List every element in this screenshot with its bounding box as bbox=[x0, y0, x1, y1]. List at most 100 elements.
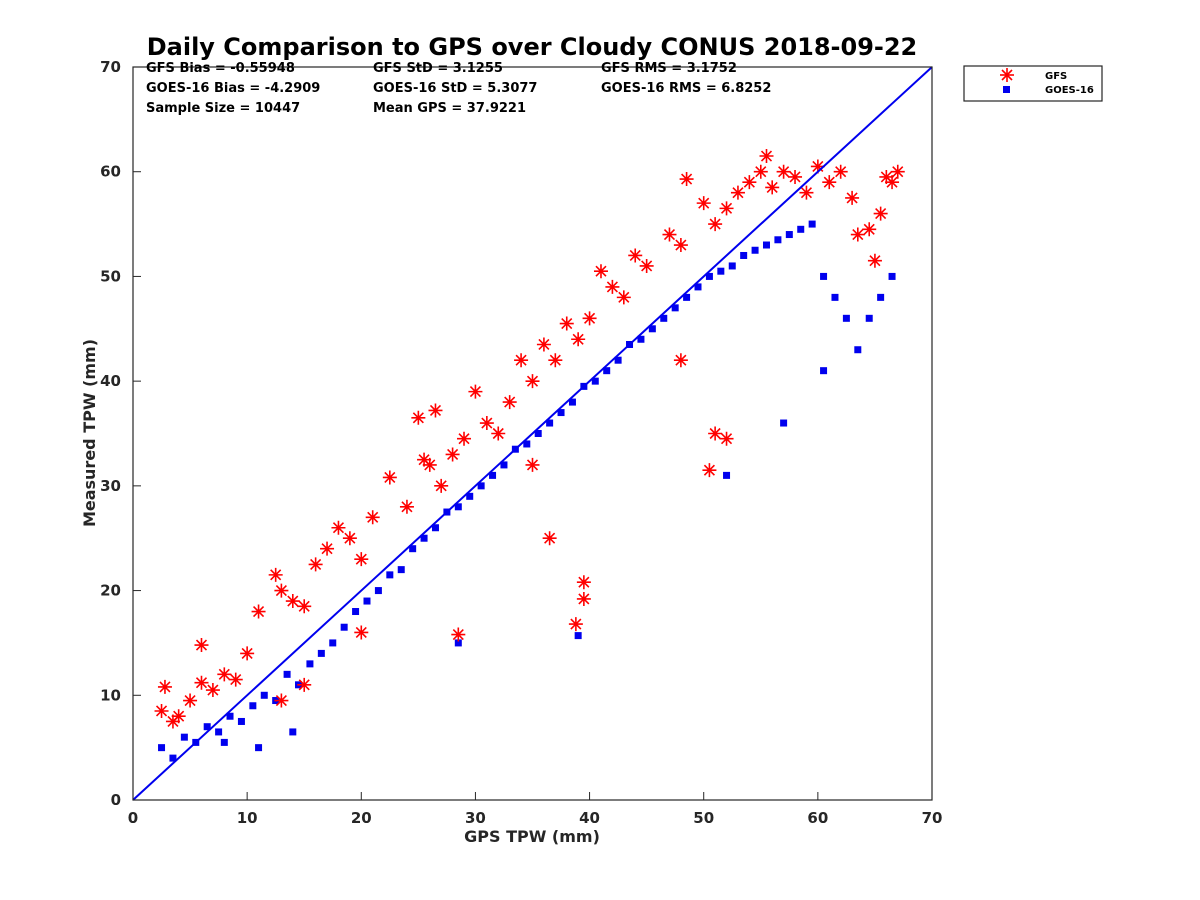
stat-gfs-rms: GFS RMS = 3.1752 bbox=[601, 61, 737, 76]
gfs-point bbox=[320, 541, 335, 556]
gfs-point bbox=[457, 431, 472, 446]
goes16-point bbox=[409, 545, 417, 553]
gfs-point bbox=[399, 499, 414, 514]
gfs-point bbox=[342, 531, 357, 546]
goes16-point bbox=[557, 409, 565, 417]
gfs-point bbox=[810, 159, 825, 174]
gfs-point bbox=[165, 714, 180, 729]
gfs-point bbox=[719, 431, 734, 446]
goes16-point bbox=[762, 241, 770, 249]
stat-goes-std: GOES-16 StD = 5.3077 bbox=[373, 81, 537, 96]
gfs-point bbox=[251, 604, 266, 619]
gfs-point bbox=[240, 646, 255, 661]
goes16-point bbox=[255, 744, 263, 752]
stat-sample-size: Sample Size = 10447 bbox=[146, 101, 300, 116]
goes16-point bbox=[317, 649, 325, 657]
gfs-point bbox=[639, 258, 654, 273]
goes16-point bbox=[865, 314, 873, 322]
stat-gfs-bias: GFS Bias = -0.55948 bbox=[146, 61, 295, 76]
goes16-point bbox=[306, 660, 314, 668]
gfs-point bbox=[428, 403, 443, 418]
legend-box bbox=[963, 65, 1103, 102]
plot-area-frame bbox=[132, 66, 933, 801]
y-axis-label: Measured TPW (mm) bbox=[80, 339, 99, 527]
gfs-point bbox=[308, 557, 323, 572]
gfs-point bbox=[354, 625, 369, 640]
goes16-point bbox=[260, 691, 268, 699]
gfs-point bbox=[890, 164, 905, 179]
goes16-point bbox=[363, 597, 371, 605]
x-tick-label: 30 bbox=[465, 809, 486, 827]
goes16-point bbox=[614, 356, 622, 364]
goes16-point bbox=[820, 367, 828, 375]
x-axis-label: GPS TPW (mm) bbox=[464, 827, 600, 846]
gfs-point bbox=[183, 693, 198, 708]
gfs-point bbox=[662, 227, 677, 242]
gfs-point bbox=[514, 353, 529, 368]
gfs-point bbox=[708, 217, 723, 232]
goes16-point bbox=[683, 293, 691, 301]
gfs-point bbox=[593, 264, 608, 279]
legend-gfs-label: GFS bbox=[1045, 71, 1067, 82]
gfs-point bbox=[154, 703, 169, 718]
goes16-point bbox=[574, 632, 582, 640]
goes16-point bbox=[877, 293, 885, 301]
gfs-point bbox=[157, 679, 172, 694]
gfs-point bbox=[845, 190, 860, 205]
gfs-point bbox=[434, 478, 449, 493]
goes16-point bbox=[774, 236, 782, 244]
goes16-point bbox=[283, 670, 291, 678]
gfs-point bbox=[873, 206, 888, 221]
goes16-point bbox=[397, 566, 405, 574]
goes16-point bbox=[842, 314, 850, 322]
goes16-point bbox=[568, 398, 576, 406]
legend: GFS GOES-16 bbox=[963, 65, 1103, 102]
goes16-point bbox=[420, 534, 428, 542]
goes16-point bbox=[705, 272, 713, 280]
goes16-point bbox=[180, 733, 188, 741]
gfs-point bbox=[605, 279, 620, 294]
goes16-point bbox=[477, 482, 485, 490]
gfs-point bbox=[354, 552, 369, 567]
y-tick-label: 60 bbox=[100, 163, 121, 181]
reference-line bbox=[132, 66, 933, 801]
goes16-point bbox=[226, 712, 234, 720]
gfs-point bbox=[850, 227, 865, 242]
goes16-point bbox=[466, 492, 474, 500]
stat-goes-bias: GOES-16 Bias = -4.2909 bbox=[146, 81, 320, 96]
gfs-point bbox=[451, 627, 466, 642]
goes16-point bbox=[785, 231, 793, 239]
legend-goes-label: GOES-16 bbox=[1045, 85, 1094, 96]
gfs-point bbox=[445, 447, 460, 462]
gfs-point bbox=[822, 175, 837, 190]
gfs-point bbox=[525, 457, 540, 472]
gfs-point bbox=[491, 426, 506, 441]
y-axis-ticks: 0 10 20 30 40 50 60 70 bbox=[100, 58, 141, 809]
gfs-point bbox=[742, 175, 757, 190]
legend-goes-marker bbox=[1003, 86, 1010, 93]
gfs-point bbox=[708, 426, 723, 441]
gfs-point bbox=[171, 709, 186, 724]
gfs-point bbox=[568, 617, 583, 632]
goes16-point bbox=[523, 440, 531, 448]
gfs-point bbox=[776, 164, 791, 179]
gfs-point bbox=[719, 201, 734, 216]
goes16-point bbox=[340, 623, 348, 631]
goes16-point bbox=[808, 220, 816, 228]
gfs-point bbox=[502, 395, 517, 410]
goes16-point bbox=[831, 293, 839, 301]
x-tick-label: 10 bbox=[237, 809, 258, 827]
legend-gfs-marker bbox=[1000, 68, 1014, 82]
goes16-point bbox=[169, 754, 177, 762]
gfs-point bbox=[730, 185, 745, 200]
gfs-point bbox=[274, 693, 289, 708]
x-tick-label: 0 bbox=[128, 809, 138, 827]
gfs-point bbox=[365, 510, 380, 525]
y-tick-label: 0 bbox=[111, 791, 121, 809]
stat-goes-rms: GOES-16 RMS = 6.8252 bbox=[601, 81, 771, 96]
x-axis-ticks: 0 10 20 30 40 50 60 70 bbox=[128, 792, 942, 827]
goes16-point bbox=[723, 471, 731, 479]
goes16-point bbox=[888, 272, 896, 280]
goes16-point bbox=[289, 728, 297, 736]
